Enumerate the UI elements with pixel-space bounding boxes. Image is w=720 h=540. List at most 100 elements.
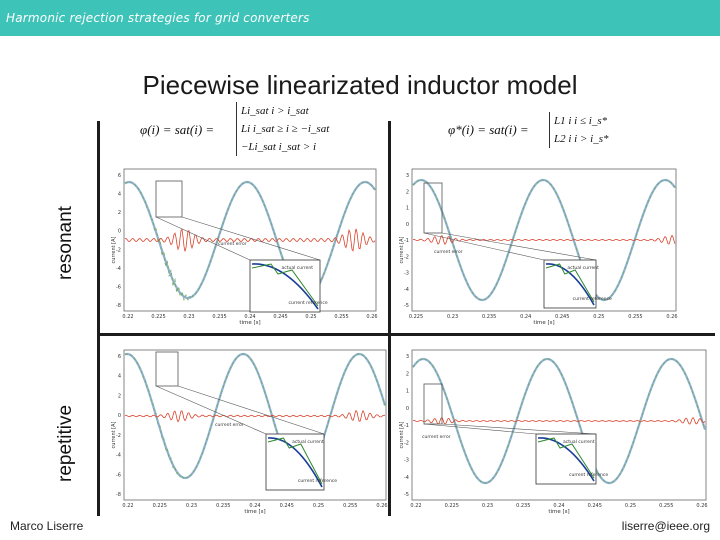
y-tick-label: -6 (116, 284, 121, 290)
formula-left-case-2: Li i_sat ≥ i ≥ −i_sat (241, 123, 330, 135)
x-tick-label: 0.26 (666, 314, 677, 320)
y-tick-label: 2 (118, 210, 121, 216)
annotation-current-error: current error (218, 241, 247, 247)
x-tick-label: 0.26 (696, 503, 707, 509)
y-tick-label: -1 (404, 238, 409, 244)
annotation-current-error: current error (215, 422, 244, 428)
y-tick-label: -5 (404, 492, 409, 498)
plot-frame (123, 349, 387, 501)
y-tick-label: 0 (406, 222, 409, 228)
y-tick-label: 0 (406, 406, 409, 412)
zoom-connector (155, 385, 267, 435)
x-tick-label: 0.22 (122, 503, 133, 509)
annotation-actual-current: actual current (292, 439, 324, 445)
plot-resonant-left: 6 4 2 0 -2 -4 -6 -80.22 0.225 0.23 0.235 0.24 0.245 0… (111, 168, 378, 325)
annotation-current-reference: current reference (298, 478, 337, 484)
y-tick-label: -8 (116, 492, 121, 498)
annotation-actual-current: actual current (563, 439, 595, 445)
grid-divider-left-edge (97, 121, 100, 516)
y-tick-label: 0 (118, 229, 121, 235)
y-tick-label: -6 (116, 472, 121, 478)
formula-right-lhs: φ*(i) = sat(i) = (448, 122, 529, 137)
x-tick-label: 0.23 (482, 503, 493, 509)
zoom-box (423, 383, 443, 425)
y-tick-label: 3 (406, 354, 409, 360)
inset-reference-trace (267, 437, 323, 488)
y-tick-label: 4 (118, 192, 121, 198)
current-error-trace (412, 416, 706, 425)
zoom-connector (423, 423, 537, 435)
zoom-connector (181, 216, 321, 261)
y-tick-label: 4 (118, 374, 121, 380)
formula-left-case-1: Li_sat i > i_sat (241, 105, 309, 117)
y-tick-label: 0 (118, 413, 121, 419)
x-axis-label: time [s] (244, 509, 265, 514)
x-tick-label: 0.245 (280, 503, 294, 509)
x-tick-label: 0.225 (153, 503, 167, 509)
formula-right-case-2: L2 i i > i_s* (554, 133, 609, 145)
x-tick-label: 0.24 (244, 314, 255, 320)
annotation-current-reference: current reference (573, 296, 612, 302)
x-tick-label: 0.26 (366, 314, 377, 320)
actual-current-trace (412, 358, 706, 484)
x-tick-label: 0.235 (216, 503, 230, 509)
inset-reference-trace (545, 263, 595, 306)
x-tick-label: 0.225 (151, 314, 165, 320)
plot-repetitive-right: 3 2 1 0 -1 -2 -3 -4 -50.22 0.225 0.23 0.235 0.24 0.24… (399, 349, 708, 514)
row-label-resonant: resonant (55, 206, 76, 280)
plot-repetitive-left: 6 4 2 0 -2 -4 -6 -80.22 0.225 0.23 0.235 0.24 0.245 0… (111, 349, 388, 514)
y-tick-label: 1 (406, 206, 409, 212)
formula-right-cases: L1 i i ≤ i_s* L2 i i > i_s* (549, 112, 609, 148)
zoom-inset (535, 433, 597, 485)
y-axis-label: current [A] (111, 421, 117, 448)
zoom-connector (441, 232, 597, 261)
y-tick-label: 2 (406, 189, 409, 195)
y-tick-label: -4 (116, 453, 121, 459)
x-tick-label: 0.26 (376, 503, 387, 509)
x-tick-label: 0.23 (447, 314, 458, 320)
x-tick-label: 0.255 (334, 314, 348, 320)
y-tick-label: -4 (404, 287, 409, 293)
y-tick-label: 2 (118, 393, 121, 399)
x-tick-label: 0.225 (445, 503, 459, 509)
formula-left-case-3: −Li_sat i_sat > i (241, 141, 317, 153)
zoom-inset (543, 259, 597, 309)
inset-reference-trace (537, 437, 595, 482)
y-tick-label: 2 (406, 371, 409, 377)
y-tick-label: -4 (116, 266, 121, 272)
y-axis-label: current [A] (399, 236, 405, 263)
x-tick-label: 0.24 (520, 314, 531, 320)
current-error-trace (124, 409, 386, 423)
y-tick-label: -8 (116, 303, 121, 309)
x-tick-label: 0.235 (482, 314, 496, 320)
x-tick-label: 0.235 (212, 314, 226, 320)
formula-right-case-1: L1 i i ≤ i_s* (554, 115, 608, 127)
annotation-current-error: current error (434, 249, 463, 255)
y-tick-label: 3 (406, 173, 409, 179)
zoom-inset (249, 259, 321, 313)
zoom-box (155, 180, 183, 218)
header-title: Harmonic rejection strategies for grid c… (6, 11, 310, 25)
x-tick-label: 0.255 (659, 503, 673, 509)
x-tick-label: 0.23 (186, 503, 197, 509)
y-tick-label: -1 (404, 423, 409, 429)
grid-divider-vertical (388, 121, 391, 516)
header-bar: Harmonic rejection strategies for grid c… (0, 0, 720, 36)
y-tick-label: -2 (116, 433, 121, 439)
x-tick-label: 0.245 (555, 314, 569, 320)
y-tick-label: -4 (404, 475, 409, 481)
x-tick-label: 0.235 (516, 503, 530, 509)
x-tick-label: 0.25 (593, 314, 604, 320)
current-error-trace (124, 228, 376, 252)
x-tick-label: 0.245 (588, 503, 602, 509)
x-tick-label: 0.24 (249, 503, 260, 509)
y-axis-label: current [A] (399, 421, 405, 448)
x-tick-label: 0.255 (343, 503, 357, 509)
current-error-trace (412, 234, 676, 246)
annotation-current-reference: current reference (569, 472, 608, 478)
annotation-current-reference: current reference (289, 300, 328, 306)
x-axis-label: time [s] (548, 509, 569, 514)
zoom-box (423, 182, 443, 234)
footer-email: liserre@ieee.org (621, 519, 710, 533)
y-tick-label: -3 (404, 271, 409, 277)
